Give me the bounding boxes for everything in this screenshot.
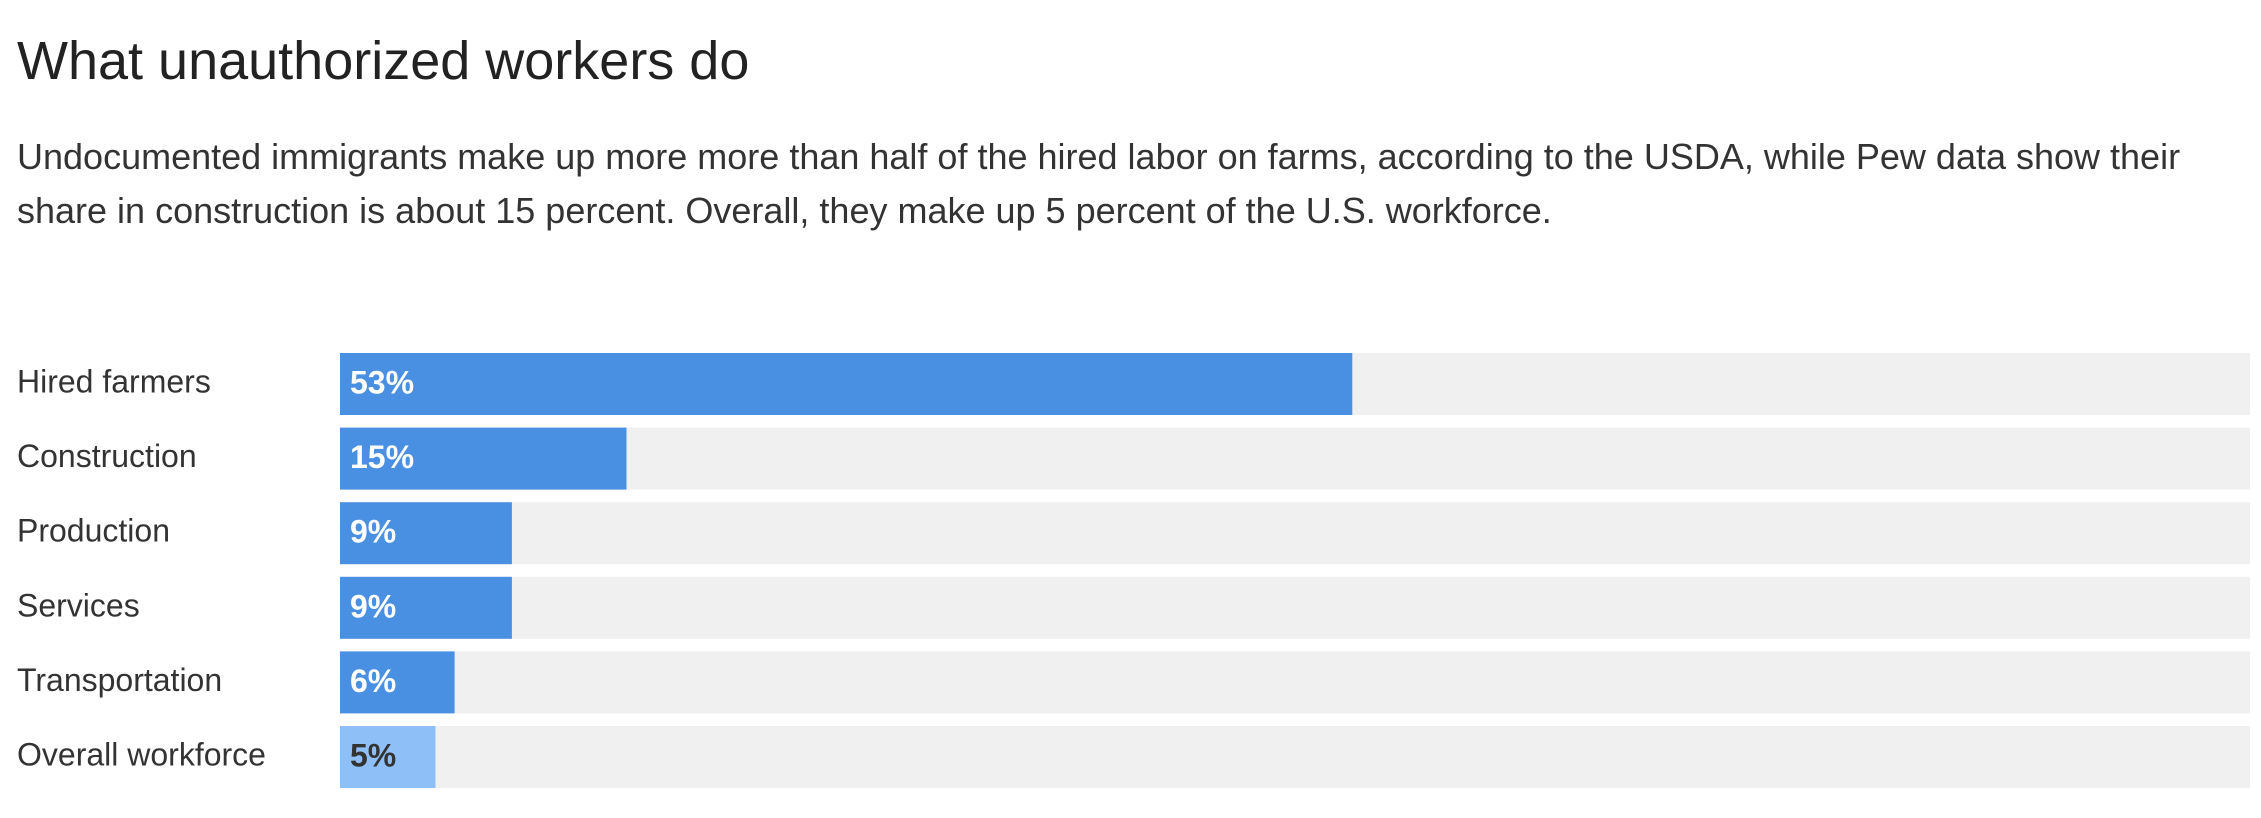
bar-track — [340, 502, 2250, 565]
bar — [340, 502, 512, 565]
category-label: Overall workforce — [17, 736, 266, 772]
bar-track — [340, 576, 2250, 639]
bar-track — [340, 427, 2250, 490]
value-label: 15% — [350, 439, 414, 475]
chart-title: What unauthorized workers do — [17, 31, 750, 91]
category-label: Services — [17, 587, 140, 623]
bar — [340, 353, 1353, 415]
value-label: 53% — [350, 364, 414, 400]
category-label: Construction — [17, 438, 197, 474]
value-label: 5% — [350, 737, 396, 773]
value-label: 9% — [350, 514, 396, 550]
category-label: Hired farmers — [17, 363, 211, 399]
value-label: 9% — [350, 588, 396, 624]
category-label: Production — [17, 513, 170, 549]
bar — [340, 726, 436, 788]
bar — [340, 427, 627, 490]
bar — [340, 576, 512, 639]
chart-subtitle: Undocumented immigrants make up more mor… — [17, 136, 2181, 231]
bar-track — [340, 726, 2250, 788]
bar-track — [340, 651, 2250, 714]
bar — [340, 651, 455, 714]
category-label: Transportation — [17, 662, 222, 698]
value-label: 6% — [350, 663, 396, 699]
